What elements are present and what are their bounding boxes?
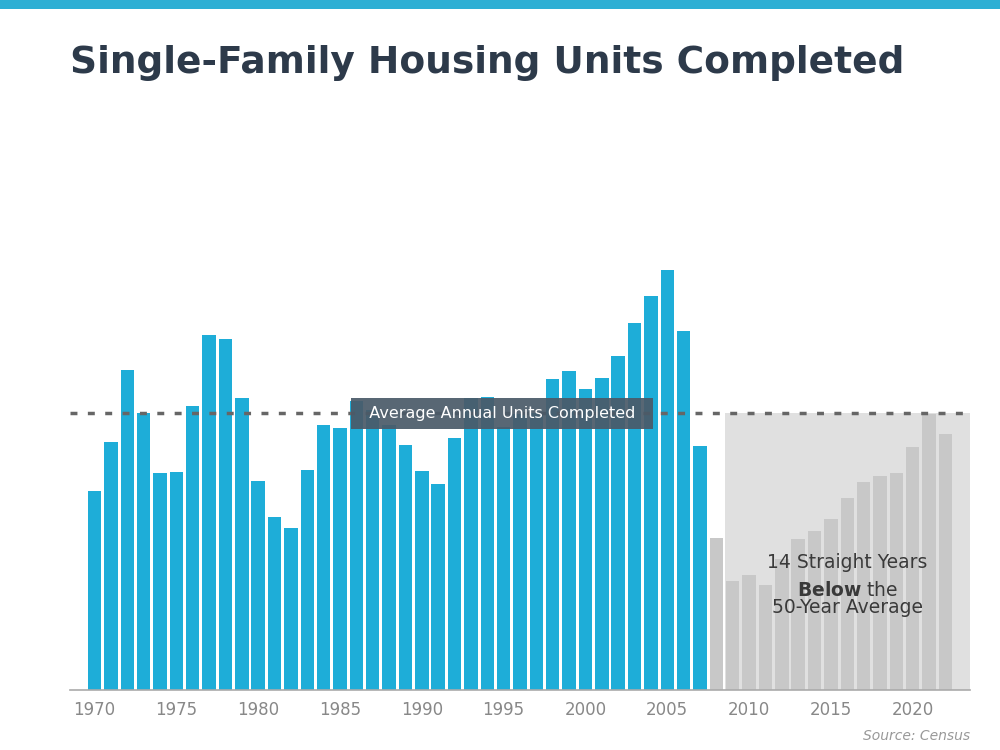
Bar: [350, 401, 363, 690]
Text: 50-Year Average: 50-Year Average: [772, 598, 923, 616]
Bar: [939, 433, 952, 690]
Text: Average Annual Units Completed: Average Annual Units Completed: [359, 406, 645, 421]
Bar: [448, 438, 461, 690]
Bar: [693, 446, 707, 690]
Bar: [464, 398, 478, 690]
Bar: [644, 296, 658, 690]
Bar: [906, 448, 919, 690]
Bar: [497, 427, 510, 690]
Bar: [284, 528, 298, 690]
Text: 14 Straight Years: 14 Straight Years: [767, 554, 927, 594]
Bar: [873, 476, 887, 690]
Bar: [562, 371, 576, 690]
Bar: [726, 581, 739, 690]
Bar: [121, 370, 134, 690]
Bar: [791, 538, 805, 690]
Bar: [857, 482, 870, 690]
Text: $\mathbf{Below}$ the: $\mathbf{Below}$ the: [797, 581, 898, 600]
Bar: [890, 472, 903, 690]
FancyBboxPatch shape: [725, 413, 970, 690]
Bar: [333, 427, 347, 690]
Bar: [366, 410, 379, 690]
Bar: [824, 520, 838, 690]
Bar: [219, 339, 232, 690]
Bar: [808, 532, 821, 690]
Bar: [153, 472, 167, 690]
Bar: [268, 518, 281, 690]
Bar: [742, 574, 756, 690]
Text: Source: Census: Source: Census: [863, 728, 970, 742]
Bar: [611, 356, 625, 690]
Bar: [759, 584, 772, 690]
Bar: [775, 559, 789, 690]
Bar: [546, 379, 559, 690]
Bar: [415, 471, 429, 690]
Bar: [317, 424, 330, 690]
Bar: [922, 414, 936, 690]
Bar: [88, 491, 101, 690]
Bar: [170, 472, 183, 690]
Bar: [399, 445, 412, 690]
Bar: [235, 398, 249, 690]
Bar: [595, 379, 609, 690]
Bar: [579, 389, 592, 690]
Bar: [186, 406, 199, 690]
Bar: [382, 425, 396, 690]
Bar: [104, 442, 118, 690]
Bar: [251, 482, 265, 690]
Text: Single-Family Housing Units Completed: Single-Family Housing Units Completed: [70, 45, 904, 81]
Bar: [530, 413, 543, 690]
Bar: [202, 335, 216, 690]
Bar: [841, 498, 854, 690]
Bar: [137, 413, 150, 690]
Bar: [513, 414, 527, 690]
Bar: [677, 332, 690, 690]
Bar: [301, 470, 314, 690]
Bar: [431, 484, 445, 690]
Bar: [481, 397, 494, 690]
Bar: [661, 270, 674, 690]
Bar: [710, 538, 723, 690]
Bar: [628, 323, 641, 690]
